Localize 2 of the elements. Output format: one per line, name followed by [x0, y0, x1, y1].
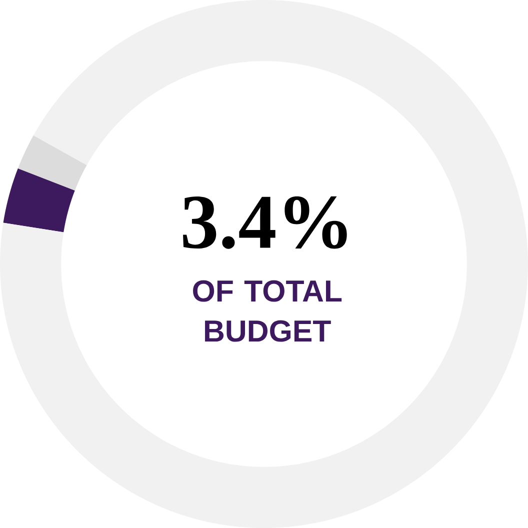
- text: 3.4%: [183, 196, 347, 249]
- text: OF TOTAL BUDGET: [193, 280, 342, 342]
